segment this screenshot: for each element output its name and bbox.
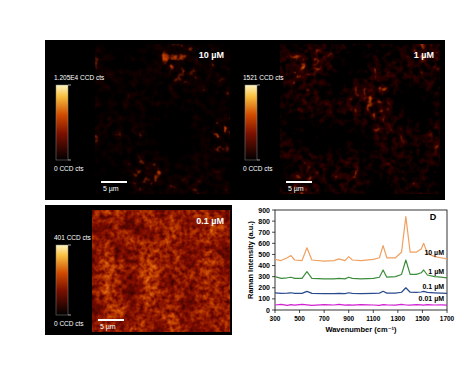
map-label: 0.1 µM xyxy=(196,216,224,226)
colorbar xyxy=(56,85,68,160)
series-label: 10 µM xyxy=(424,249,444,257)
x-tick xyxy=(373,310,374,313)
y-tick xyxy=(272,287,275,288)
series-label: 0.1 µM xyxy=(422,283,444,291)
y-tick xyxy=(272,210,275,211)
colorbar-label: 0 CCD cts xyxy=(243,165,273,172)
colorbar-label: 0 CCD cts xyxy=(54,320,84,327)
x-tick xyxy=(447,310,448,313)
colorbar-label: 401 CCD cts xyxy=(54,234,92,241)
y-tick-label: 500 xyxy=(258,251,270,258)
y-tick-label: 0 xyxy=(266,307,270,314)
x-tick-label: 700 xyxy=(319,315,330,322)
line-chart: 0 100 200 300 400 500 600 700 800 900 300 500 700 900… xyxy=(246,207,455,335)
panel-background xyxy=(45,205,232,335)
y-tick-label: 900 xyxy=(258,207,270,214)
x-tick xyxy=(397,310,398,313)
x-tick xyxy=(422,310,423,313)
raman-map xyxy=(280,44,440,194)
plot-frame xyxy=(275,210,447,310)
x-tick-label: 1700 xyxy=(440,315,455,322)
y-tick-label: 400 xyxy=(258,262,270,269)
colorbar-tick xyxy=(68,160,71,161)
spectrum-line xyxy=(275,288,447,294)
x-tick xyxy=(299,310,300,313)
y-tick xyxy=(272,221,275,222)
spectrum-line xyxy=(275,217,447,261)
y-tick xyxy=(272,265,275,266)
y-tick xyxy=(272,254,275,255)
x-tick-label: 1100 xyxy=(366,315,380,322)
raman-map xyxy=(92,210,230,332)
x-tick xyxy=(324,310,325,313)
x-axis-label: Wavenumber (cm⁻¹) xyxy=(325,325,397,334)
canvas: 10 µM 5 µm 0 CCD cts 1.205E4 CCD cts 1 µM 5 µ… xyxy=(0,0,474,366)
panel-letter: D xyxy=(430,212,437,222)
raman-map xyxy=(95,44,230,194)
y-tick-label: 600 xyxy=(258,240,270,247)
spectrum-line xyxy=(275,260,447,279)
colorbar-tick xyxy=(68,315,71,316)
y-tick-label: 800 xyxy=(258,218,270,225)
colorbar-tick xyxy=(257,160,260,161)
map-label: 1 µM xyxy=(414,50,434,60)
x-tick-label: 900 xyxy=(343,315,354,322)
scale-bar xyxy=(101,181,127,183)
scale-bar-label: 5 µm xyxy=(288,185,304,193)
y-tick xyxy=(272,243,275,244)
scale-bar-label: 5 µm xyxy=(100,323,116,331)
y-tick-label: 100 xyxy=(258,295,270,302)
x-tick-label: 1500 xyxy=(415,315,430,322)
x-tick-label: 1300 xyxy=(391,315,406,322)
colorbar-label: 1521 CCD cts xyxy=(243,74,284,81)
map-label: 10 µM xyxy=(199,50,224,60)
colorbar-tick xyxy=(68,245,71,246)
scale-bar xyxy=(98,319,124,321)
x-tick xyxy=(275,310,276,313)
series-label: 0.01 µM xyxy=(419,295,445,303)
colorbar-label: 1.205E4 CCD cts xyxy=(54,74,105,81)
x-tick xyxy=(348,310,349,313)
y-tick-label: 300 xyxy=(258,273,270,280)
x-tick-label: 500 xyxy=(294,315,305,322)
colorbar-label: 0 CCD cts xyxy=(54,165,84,172)
series-label: 1 µM xyxy=(428,268,444,276)
y-tick xyxy=(272,298,275,299)
spectrum-line xyxy=(275,304,447,306)
colorbar-tick xyxy=(68,85,71,86)
panel-background xyxy=(45,40,445,200)
y-tick xyxy=(272,232,275,233)
colorbar-tick xyxy=(257,85,260,86)
series-group xyxy=(275,217,447,306)
y-tick xyxy=(272,276,275,277)
x-tick-label: 300 xyxy=(270,315,281,322)
figure: 10 µM 5 µm 0 CCD cts 1.205E4 CCD cts 1 µM 5 µ… xyxy=(0,0,474,366)
y-tick xyxy=(272,310,275,311)
scale-bar xyxy=(286,181,312,183)
y-tick-label: 200 xyxy=(258,284,270,291)
y-axis-label: Raman Intensity (a.u.) xyxy=(246,221,255,299)
colorbar xyxy=(56,245,68,315)
scale-bar-label: 5 µm xyxy=(103,185,119,193)
y-tick-label: 700 xyxy=(258,229,270,236)
colorbar xyxy=(245,85,257,160)
